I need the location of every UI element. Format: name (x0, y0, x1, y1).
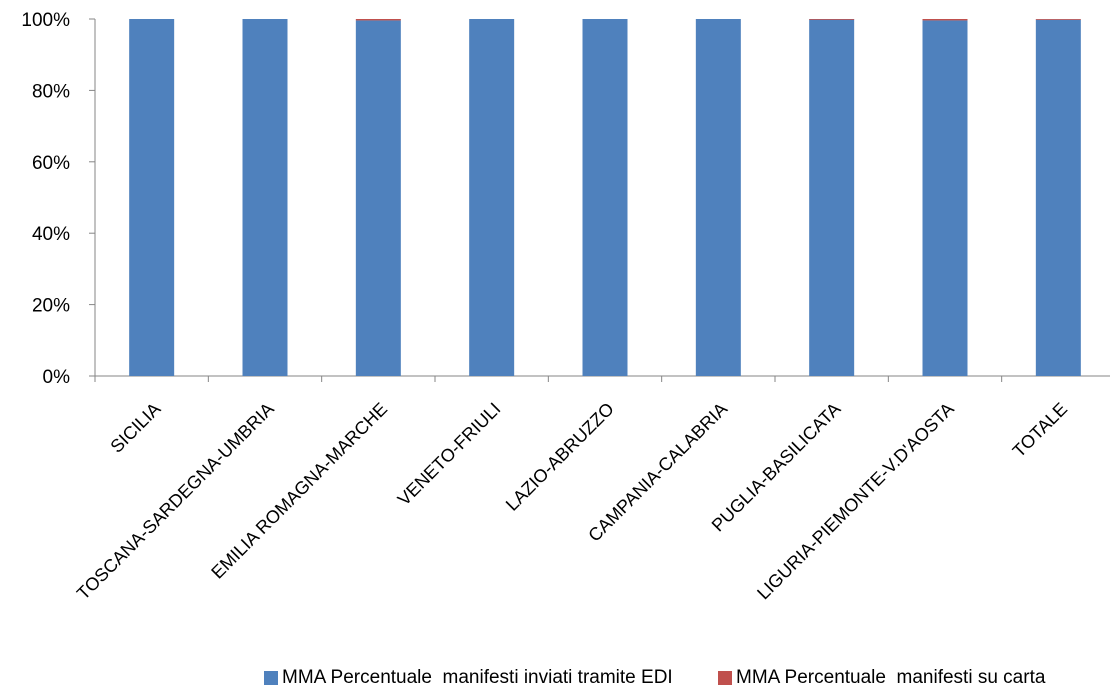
legend-label-carta: MMA Percentuale manifesti su carta (736, 667, 1046, 688)
legend-swatch-carta (718, 671, 732, 685)
legend-item-carta: MMA Percentuale manifesti su carta (718, 667, 1045, 689)
y-tick-label: 80% (32, 81, 70, 102)
x-category-label: LIGURIA-PIEMONTE-V.D'AOSTA (753, 399, 958, 604)
x-category-label: VENETO-FRIULI (394, 399, 505, 510)
bar-edi (129, 19, 175, 376)
x-category-label: TOTALE (1009, 399, 1071, 461)
bar-edi (809, 19, 855, 377)
bar-carta (922, 19, 968, 21)
y-tick-label: 60% (32, 153, 70, 174)
bar-edi (695, 19, 741, 376)
x-category-label: LAZIO-ABRUZZO (502, 399, 618, 515)
bar-layer (129, 19, 1081, 377)
y-tick-label: 0% (43, 367, 71, 388)
bar-edi (1035, 19, 1081, 377)
legend: MMA Percentuale manifesti inviati tramit… (0, 667, 1110, 693)
bar-edi (922, 20, 968, 376)
label-layer: 0% 20% 40% 60% 80% 100% SICILIATOSCANA-SARDEGN… (21, 10, 1071, 604)
y-tick-label: 20% (32, 296, 70, 317)
bar-carta (809, 19, 855, 20)
y-tick-label: 40% (32, 224, 70, 245)
bar-edi (242, 19, 288, 376)
y-tick-label: 100% (21, 10, 70, 31)
legend-swatch-edi (264, 671, 278, 685)
bar-edi (355, 20, 401, 376)
bar-edi (469, 19, 515, 376)
x-category-label: PUGLIA-BASILICATA (708, 399, 845, 536)
legend-item-edi: MMA Percentuale manifesti inviati tramit… (264, 667, 673, 689)
x-category-label: TOSCANA-SARDEGNA-UMBRIA (73, 399, 278, 604)
x-category-label: SICILIA (106, 399, 164, 457)
bar-carta (1035, 19, 1081, 20)
legend-label-edi: MMA Percentuale manifesti inviati tramit… (282, 667, 673, 688)
bar-carta (355, 19, 401, 21)
bar-edi (582, 19, 628, 376)
